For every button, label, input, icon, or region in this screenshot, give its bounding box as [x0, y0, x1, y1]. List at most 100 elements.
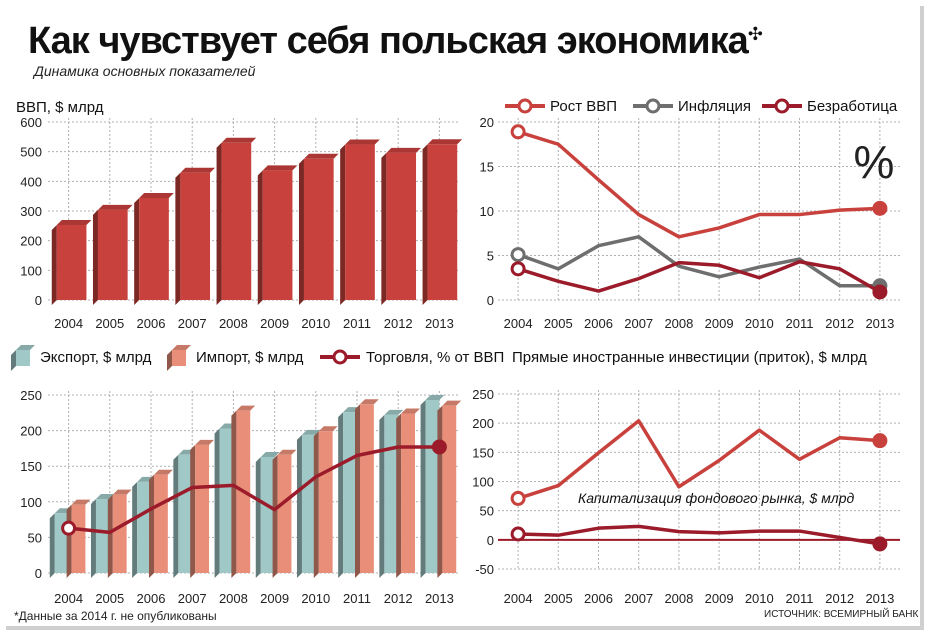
- export-bar-side: [90, 498, 96, 578]
- import-bar: [355, 399, 379, 578]
- macro-xtick-label: 2013: [865, 316, 894, 331]
- gdp-bar-face: [386, 152, 417, 300]
- gdp-ytick-label: 100: [20, 263, 42, 278]
- gdp-xtick-label: 2006: [137, 316, 166, 331]
- import-bar-top: [277, 449, 297, 455]
- import-bar-side: [190, 444, 196, 578]
- gdp-xtick-label: 2007: [178, 316, 207, 331]
- fdi-ytick-label: 0: [487, 533, 494, 548]
- trade-ytick-label: 50: [28, 530, 42, 545]
- footnote: *Данные за 2014 г. не опубликованы: [14, 609, 217, 623]
- macro-1-series-line: [517, 235, 880, 288]
- gdp-bar: [175, 167, 216, 305]
- gdp-chart-title: ВВП, $ млрд: [16, 99, 104, 116]
- export-bar-top: [425, 394, 445, 400]
- macro-xtick-label: 2007: [624, 316, 653, 331]
- import-bar-face: [195, 444, 210, 573]
- trade-legend-1-swatch-top: [172, 345, 191, 350]
- macro-ytick-label: 10: [480, 204, 494, 219]
- import-bar-top: [442, 400, 462, 406]
- fdi-ytick-label: 250: [472, 387, 494, 402]
- import-bar-side: [437, 405, 443, 578]
- fdi-ytick-label: -50: [475, 562, 494, 577]
- footnote-mark: ✣: [747, 24, 763, 44]
- export-bar-side: [420, 399, 426, 578]
- import-bar: [66, 499, 91, 578]
- macro-ytick-label: 20: [480, 115, 494, 130]
- import-bar-side: [66, 504, 72, 578]
- import-bar-side: [396, 413, 402, 578]
- gdp-xtick-label: 2013: [425, 316, 454, 331]
- import-bar-top: [112, 489, 132, 495]
- gdp-bar-top: [345, 139, 380, 145]
- gdp-xtick-label: 2008: [219, 316, 248, 331]
- gdp-bar-side: [257, 170, 263, 305]
- gdp-bar-side: [381, 152, 387, 305]
- fdi-ytick-label: 150: [472, 445, 494, 460]
- export-bar: [296, 429, 321, 578]
- macro-legend-0-swatch-marker: [517, 98, 533, 114]
- gdp-xtick-label: 2011: [343, 316, 371, 331]
- infographic-frame: [6, 6, 924, 630]
- fdi-start-marker: [510, 490, 526, 506]
- macro-ytick-label: 15: [480, 160, 494, 175]
- trade-legend-label: Экспорт, $ млрд: [40, 349, 152, 366]
- trade-ytick-label: 150: [20, 459, 42, 474]
- market-cap-series-line: [518, 524, 881, 546]
- macro-end-marker: [872, 200, 888, 216]
- gdp-bar-top: [262, 165, 298, 171]
- trade-start-marker: [61, 520, 77, 536]
- gdp-bar-side: [422, 144, 428, 305]
- gdp-bar-top: [221, 137, 257, 143]
- trade-share-series-line: [68, 445, 440, 535]
- export-bar-top: [260, 451, 280, 457]
- gdp-bar-face: [97, 209, 128, 300]
- gdp-bar-side: [216, 142, 222, 305]
- gdp-bar-face: [56, 224, 87, 300]
- gdp-bar: [134, 192, 174, 305]
- import-bar-top: [360, 399, 379, 405]
- macro-end-marker: [872, 284, 888, 300]
- import-bar-top: [195, 439, 215, 445]
- trade-xtick-label: 2011: [343, 591, 371, 606]
- export-bar-side: [338, 412, 344, 578]
- import-bar-side: [355, 404, 360, 578]
- trade-legend-label: Импорт, $ млрд: [196, 349, 304, 366]
- fdi-xtick-label: 2009: [705, 591, 734, 606]
- gdp-bar-top: [139, 192, 174, 198]
- gdp-xtick-label: 2010: [301, 316, 330, 331]
- export-bar-face: [219, 428, 234, 573]
- macro-ytick-label: 0: [487, 293, 494, 308]
- macro-legend-2-swatch-marker: [774, 98, 790, 114]
- gdp-bar: [381, 147, 422, 305]
- gdp-bar: [340, 139, 380, 305]
- export-bar: [255, 451, 280, 578]
- trade-legend-0-swatch-side: [11, 350, 16, 371]
- subtitle: Динамика основных показателей: [34, 63, 256, 79]
- trade-ytick-label: 200: [20, 424, 42, 439]
- export-bar-top: [384, 409, 404, 415]
- page-title: Как чувствует себя польская экономика✣: [28, 20, 763, 63]
- fdi-chart-title: Прямые иностранные инвестиции (приток), …: [512, 349, 867, 366]
- gdp-bar-side: [340, 144, 346, 305]
- macro-xtick-label: 2008: [664, 316, 693, 331]
- macro-xtick-label: 2011: [786, 316, 814, 331]
- macro-legend-1-swatch-marker: [645, 98, 661, 114]
- export-bar-face: [260, 456, 275, 573]
- macro-0-series-line: [517, 130, 880, 239]
- gdp-bar-face: [427, 144, 458, 300]
- import-bar: [149, 469, 173, 578]
- import-bar-face: [71, 504, 86, 573]
- macro-2-series-line: [517, 259, 881, 294]
- trade-legend-1-swatch: [172, 350, 186, 366]
- import-bar: [437, 400, 462, 578]
- fdi-inflow-series-line: [517, 419, 881, 501]
- gdp-bar-face: [262, 170, 293, 300]
- gdp-ytick-label: 0: [35, 293, 42, 308]
- export-bar-top: [301, 429, 321, 435]
- market-cap-label: Капитализация фондового рынка, $ млрд: [578, 490, 854, 506]
- export-bar-face: [178, 454, 193, 573]
- gdp-xtick-label: 2012: [384, 316, 413, 331]
- trade-legend-0-swatch: [16, 350, 30, 366]
- gdp-bar-side: [134, 197, 140, 305]
